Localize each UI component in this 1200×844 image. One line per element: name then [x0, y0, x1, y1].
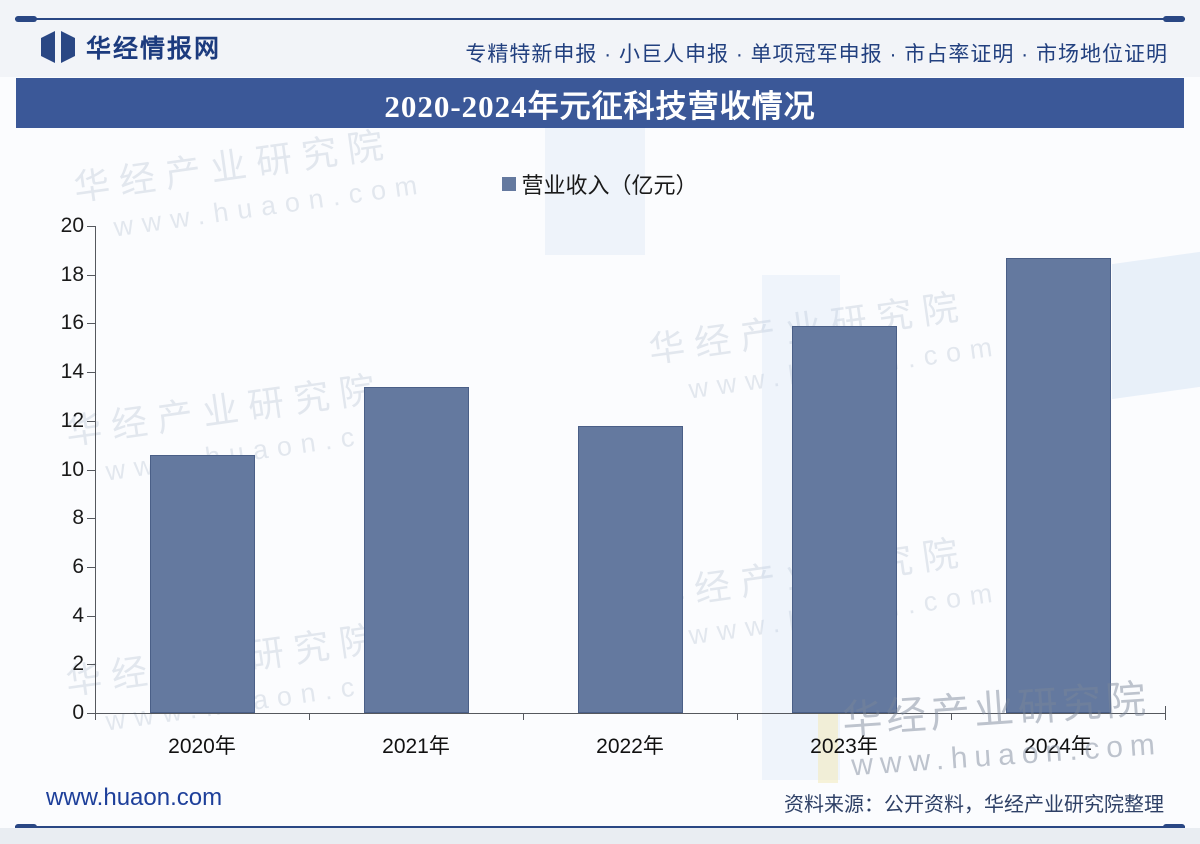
x-tick: [309, 713, 310, 720]
x-tick: [95, 713, 96, 720]
x-category-label: 2020年: [168, 735, 236, 758]
y-tick: [87, 615, 95, 617]
y-tick-label: 18: [60, 262, 84, 286]
header-band: [0, 0, 1200, 77]
legend-swatch-icon: [502, 177, 517, 191]
y-tick-label: 2: [72, 652, 84, 676]
divider-cap: [15, 16, 37, 22]
header-slogan: 专精特新申报 · 小巨人申报 · 单项冠军申报 · 市占率证明 · 市场地位证明: [465, 43, 1168, 66]
bottom-divider: [15, 824, 1185, 830]
footer-data-source: 资料来源：公开资料，华经产业研究院整理: [784, 794, 1164, 816]
x-tick: [523, 713, 524, 720]
x-category-label: 2021年: [382, 735, 450, 758]
bar-2024年: [1005, 257, 1111, 713]
bar-2021年: [363, 386, 469, 713]
top-divider: [15, 16, 1185, 22]
y-tick-label: 16: [60, 311, 84, 335]
y-tick: [87, 664, 95, 666]
x-category-label: 2023年: [810, 735, 878, 758]
bar-2020年: [149, 454, 255, 713]
y-axis-line: [95, 226, 96, 714]
y-tick-label: 6: [72, 554, 84, 578]
bar-2023年: [791, 325, 897, 713]
chart-title-bar: 2020-2024年元征科技营收情况: [16, 78, 1184, 128]
y-tick-label: 20: [60, 214, 84, 237]
divider-cap: [1163, 16, 1185, 22]
chart-title: 2020-2024年元征科技营收情况: [384, 88, 816, 124]
x-tick: [951, 713, 952, 720]
y-tick-label: 8: [72, 506, 84, 530]
y-tick-label: 0: [72, 701, 84, 724]
y-tick-label: 12: [60, 408, 84, 432]
footer-site-url[interactable]: www.huaon.com: [46, 784, 223, 811]
brand[interactable]: 华经情报网: [40, 30, 221, 64]
x-category-label: 2022年: [596, 735, 664, 758]
footer-band: [0, 828, 1200, 844]
y-tick: [87, 323, 95, 325]
y-tick: [87, 713, 95, 714]
y-tick: [87, 274, 95, 276]
y-tick: [87, 420, 95, 422]
x-axis-line: [95, 713, 1166, 714]
divider-cap: [15, 824, 37, 830]
legend: 营业收入（亿元）: [0, 168, 1200, 200]
y-tick: [87, 518, 95, 520]
x-axis-end-tick: [1165, 706, 1166, 714]
y-tick: [87, 226, 95, 227]
y-tick-label: 4: [72, 603, 84, 627]
y-tick: [87, 372, 95, 374]
y-tick: [87, 566, 95, 568]
brand-name: 华经情报网: [86, 35, 222, 63]
y-tick-label: 10: [60, 457, 84, 481]
legend-label: 营业收入（亿元）: [521, 173, 698, 198]
bar-2022年: [577, 425, 683, 713]
divider-cap: [1163, 824, 1185, 830]
x-tick: [1165, 713, 1166, 720]
y-tick-label: 14: [60, 360, 84, 384]
x-category-label: 2024年: [1024, 735, 1092, 758]
huajing-logo-icon: [40, 30, 76, 64]
y-tick: [87, 469, 95, 471]
x-tick: [737, 713, 738, 720]
